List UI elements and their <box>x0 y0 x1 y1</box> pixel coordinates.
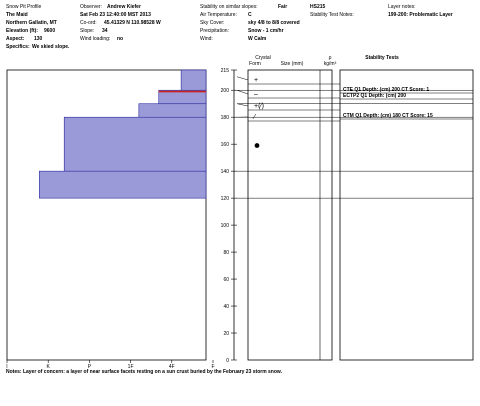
depth-axis-tick-label: 20 <box>223 331 229 337</box>
header-right-value: W Calm <box>248 36 267 42</box>
crystal-connector-line <box>236 76 249 81</box>
crystal-form-symbol: + <box>254 77 258 84</box>
hardness-axis-tick-label: I <box>6 364 7 370</box>
header-left-value: 9600 <box>44 28 56 34</box>
stability-test-text: ECTP2 Q1 Depth: (cm) 200 <box>343 93 406 99</box>
header-left-label: Snow Pit Profile <box>6 4 42 10</box>
depth-axis-tick-label: 140 <box>221 169 230 175</box>
header-left-label: Aspect: <box>6 36 25 42</box>
header-right-value: C <box>248 12 252 18</box>
stability-test-notes-label: Stability Test Notes: <box>310 12 354 18</box>
header-right-label: Stability on similar slopes: <box>200 4 258 10</box>
stability-test-notes-value: 199-200: Problematic Layer <box>388 12 453 18</box>
header-middle-label: Slope: <box>80 28 95 34</box>
depth-axis-tick-label: 40 <box>223 304 229 310</box>
depth-axis-tick-label: 200 <box>221 88 230 94</box>
crystal-column-frame <box>247 69 333 361</box>
form-header: Form <box>249 61 261 67</box>
depth-axis-tick-label: 100 <box>221 223 230 229</box>
layer-notes-label: Layer notes: <box>388 4 416 10</box>
depth-axis-tick-label: 160 <box>221 142 230 148</box>
crystal-form-symbol: +(⁄) <box>254 103 264 110</box>
stability-test-text: CTM Q1 Depth: (cm) 180 CT Score: 15 <box>343 113 433 119</box>
hardness-layer-bar <box>39 170 207 199</box>
header-left-label: The Maid <box>6 12 28 18</box>
depth-axis-tick-label: 60 <box>223 277 229 283</box>
header-right-label: Air Temperature: <box>200 12 237 18</box>
header-middle-value: Sat Feb 23 12:40:00 MST 2013 <box>80 12 151 18</box>
header-right-value: sky 4/8 to 8/8 covered <box>248 20 300 26</box>
header-right-value: Snow - 1 cm/hr <box>248 28 284 34</box>
depth-axis-tick-label: 80 <box>223 250 229 256</box>
header-left-label: Northern Gallatin, MT <box>6 20 57 26</box>
hardness-axis-tick-label: 1F <box>128 364 134 370</box>
crystal-connector-line <box>236 89 249 95</box>
header-middle-label: Wind loading: <box>80 36 111 42</box>
header-right-label: Wind: <box>200 36 213 42</box>
header-left-value: We skied slope. <box>32 44 70 50</box>
hardness-axis-tick-label: F <box>211 364 214 370</box>
depth-axis-tick-label: 180 <box>221 115 230 121</box>
header-right-value: Fair <box>278 4 288 10</box>
rho-unit-header: kg/m³ <box>324 61 337 67</box>
stability-column-frame <box>339 69 474 361</box>
crystal-header: Crystal <box>255 55 271 61</box>
header-middle-value: 45.41329 N 110.98528 W <box>104 20 161 26</box>
crystal-connector-line <box>236 103 249 107</box>
header-left-label: Elevation (ft): <box>6 28 38 34</box>
header-middle-value: Andrew Kiefer <box>107 4 141 10</box>
crystal-form-symbol: – <box>254 91 258 98</box>
header-middle-value: 34 <box>102 28 108 34</box>
header-left-value: 130 <box>34 36 43 42</box>
hardness-axis-tick-label: P <box>88 364 92 370</box>
size-header: Size (mm) <box>281 61 304 67</box>
hardness-axis-tick-label: K <box>47 364 51 370</box>
hardness-layer-bar <box>180 69 207 91</box>
hardness-axis-tick-label: 4F <box>169 364 175 370</box>
header-middle-label: Co-ord: <box>80 20 97 26</box>
header-middle-label: Observer: <box>80 4 102 10</box>
header-left-label: Specifics: <box>6 44 30 50</box>
depth-axis-tick-label: 0 <box>226 358 229 364</box>
snow-height: HS215 <box>310 4 326 10</box>
header-right-label: Precipitation: <box>200 28 229 34</box>
stability-tests-header: Stability Tests <box>365 55 399 61</box>
crystal-form-symbol: ⁄ <box>252 114 257 121</box>
hardness-plot-frame <box>6 69 207 361</box>
notes: Notes: Layer of concern: a layer of near… <box>6 369 283 375</box>
rho-header: ρ <box>329 55 332 61</box>
depth-axis-tick-label: 120 <box>221 196 230 202</box>
hardness-layer-bar <box>63 116 207 172</box>
header-middle-value: no <box>117 36 124 42</box>
depth-axis-tick-label: 215 <box>221 68 230 74</box>
hardness-layer-bar <box>138 103 207 118</box>
crystal-form-dot <box>254 143 260 148</box>
stability-test-text: CTE Q1 Depth: (cm) 200 CT Score: 1 <box>343 87 429 93</box>
header-right-label: Sky Cover: <box>200 20 225 26</box>
